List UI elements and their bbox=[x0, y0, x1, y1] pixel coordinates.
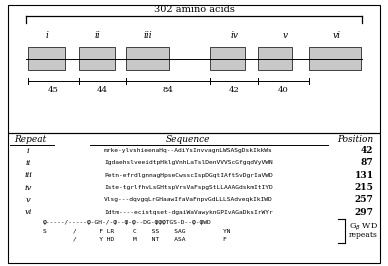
Text: φ-----/-----φ-GH-/-φ--φ-φ--DG-φφφTGS-D--φ-φWD: φ-----/-----φ-GH-/-φ--φ-φ--DG-φφφTGS-D--… bbox=[43, 221, 212, 225]
Text: vi: vi bbox=[24, 208, 32, 216]
Text: i: i bbox=[27, 147, 29, 155]
Text: Repeat: Repeat bbox=[14, 135, 47, 144]
Text: repeats: repeats bbox=[348, 231, 378, 239]
Text: Petn-efrdlgnnagHpseCwsscIspDGqtIAftSvDgrIaVWD: Petn-efrdlgnnagHpseCwsscIspDGqtIAftSvDgr… bbox=[104, 173, 273, 178]
Text: /      Y HD     M    NT    ASA          F: / Y HD M NT ASA F bbox=[43, 236, 227, 242]
Text: 42: 42 bbox=[229, 86, 239, 94]
Text: iii: iii bbox=[143, 31, 152, 40]
Text: i: i bbox=[45, 31, 48, 40]
Bar bbox=[126, 47, 169, 70]
Text: 44: 44 bbox=[97, 86, 108, 94]
Text: 42: 42 bbox=[361, 146, 374, 155]
Text: Position: Position bbox=[338, 135, 374, 144]
Text: 84: 84 bbox=[163, 86, 173, 94]
Text: 40: 40 bbox=[278, 86, 289, 94]
Text: 131: 131 bbox=[354, 171, 374, 180]
Text: mrke-ylvshieenaHq--AdiYsInvvagnLWSASgDskIkkWs: mrke-ylvshieenaHq--AdiYsInvvagnLWSASgDsk… bbox=[104, 148, 273, 153]
Text: v: v bbox=[283, 31, 288, 40]
Text: Idtm----ecistqset-dgaiWaVawyknGPIvAGaDksIrWYr: Idtm----ecistqset-dgaiWaVawyknGPIvAGaDks… bbox=[104, 210, 273, 215]
Bar bbox=[28, 47, 66, 70]
Text: ii: ii bbox=[94, 31, 100, 40]
Text: S       /      F LR     C    SS    SAG          YN: S / F LR C SS SAG YN bbox=[43, 229, 230, 234]
Text: vi: vi bbox=[332, 31, 340, 40]
Text: 45: 45 bbox=[48, 86, 59, 94]
Text: Sequence: Sequence bbox=[166, 135, 211, 144]
Text: IgdaehslveeidtpHklgVnhLaTslDenVVVScGfgqdVyVWN: IgdaehslveeidtpHklgVnhLaTslDenVVVScGfgqd… bbox=[104, 160, 273, 165]
Bar bbox=[309, 47, 361, 70]
Text: 215: 215 bbox=[355, 183, 374, 192]
Text: ii: ii bbox=[26, 159, 31, 167]
Text: iv: iv bbox=[24, 184, 32, 192]
Text: 302 amino acids: 302 amino acids bbox=[154, 5, 234, 14]
Text: G$_\beta$ WD: G$_\beta$ WD bbox=[348, 222, 378, 233]
Text: Vlsg---dqvgqLrGHaawIfaVaFnpvGdLLLSAdveqkIkIWD: Vlsg---dqvgqLrGHaawIfaVaFnpvGdLLLSAdveqk… bbox=[104, 197, 273, 202]
Text: 87: 87 bbox=[361, 158, 374, 167]
Bar bbox=[210, 47, 245, 70]
Text: v: v bbox=[26, 196, 31, 204]
Text: iv: iv bbox=[231, 31, 239, 40]
Bar bbox=[78, 47, 115, 70]
Bar bbox=[258, 47, 292, 70]
Text: 297: 297 bbox=[355, 208, 374, 217]
Text: iii: iii bbox=[24, 171, 32, 179]
Text: Iste-tgrlfhvLsGHtspVrsVaFspgStLLAAAGdskmItIYD: Iste-tgrlfhvLsGHtspVrsVaFspgStLLAAAGdskm… bbox=[104, 185, 273, 190]
Text: 257: 257 bbox=[355, 196, 374, 205]
